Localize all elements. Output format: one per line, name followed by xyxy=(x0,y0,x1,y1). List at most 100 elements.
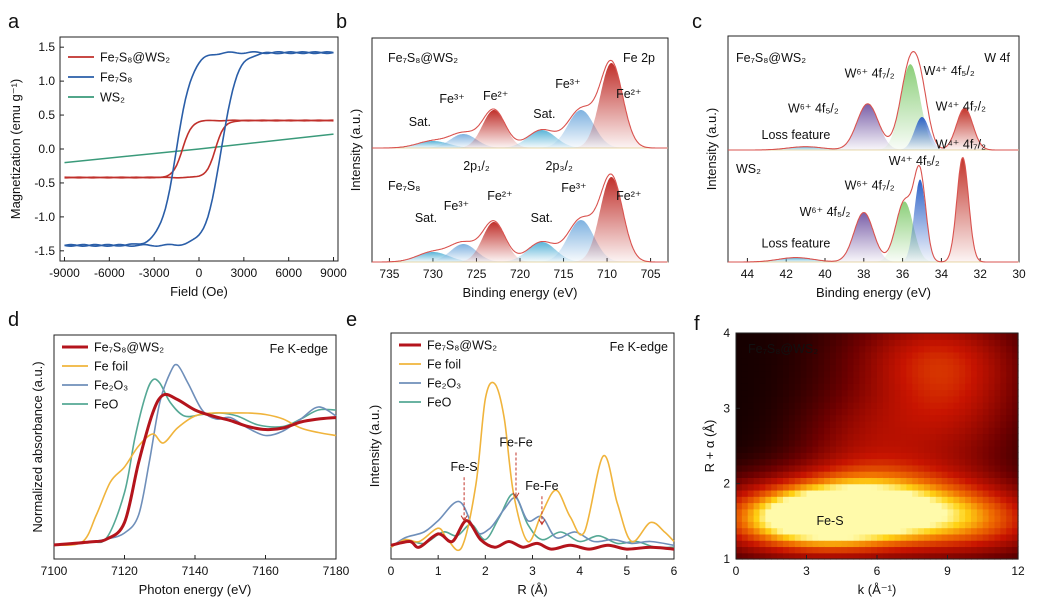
heatmap-cell xyxy=(830,546,837,554)
heatmap-cell xyxy=(818,402,825,409)
heatmap-cell xyxy=(1012,502,1019,510)
heatmap-cell xyxy=(988,477,996,485)
heatmap-cell xyxy=(982,464,990,472)
heatmap-cell xyxy=(1006,358,1013,365)
heatmap-cell xyxy=(753,464,761,472)
heatmap-cell xyxy=(947,339,954,347)
heatmap-cell xyxy=(888,471,896,478)
heatmap-cell xyxy=(871,345,878,353)
heatmap-cell xyxy=(871,546,878,554)
x-tick-label: 5 xyxy=(623,564,630,578)
heatmap-cell xyxy=(912,508,919,516)
heatmap-cell xyxy=(971,502,978,510)
heatmap-cell xyxy=(788,508,796,516)
heatmap-cell xyxy=(965,489,972,497)
heatmap-cell xyxy=(771,496,778,504)
heatmap-cell xyxy=(988,540,996,548)
heatmap-cell xyxy=(1000,427,1007,435)
heatmap-cell xyxy=(736,458,743,466)
heatmap-cell xyxy=(1006,364,1013,372)
heatmap-cell xyxy=(741,483,749,491)
heatmap-cell xyxy=(741,471,749,478)
heatmap-cell xyxy=(835,389,843,397)
peak-fill xyxy=(726,257,865,262)
heatmap-cell xyxy=(935,496,943,504)
heatmap-cell xyxy=(818,351,825,359)
heatmap-cell xyxy=(877,502,884,510)
heatmap-cell xyxy=(965,464,972,472)
heatmap-cell xyxy=(788,496,796,504)
peak-annotation: Fe³⁺ xyxy=(439,92,464,106)
legend-entry: Fe₂O₃ xyxy=(427,377,461,391)
heatmap-cell xyxy=(871,339,878,347)
heatmap-cell xyxy=(753,427,761,435)
heatmap-cell xyxy=(924,546,931,554)
heatmap-cell xyxy=(900,546,907,554)
heatmap-cell xyxy=(783,458,790,466)
heatmap-cell xyxy=(736,439,743,447)
heatmap-cell xyxy=(747,364,755,372)
heatmap-cell xyxy=(806,521,813,529)
x-tick-label: 30 xyxy=(1012,267,1026,281)
heatmap-cell xyxy=(835,496,843,504)
heatmap-cell xyxy=(736,502,743,510)
x-tick-label: 9 xyxy=(944,564,951,578)
heatmap-cell xyxy=(736,496,743,504)
heatmap-cell xyxy=(982,533,990,541)
heatmap-cell xyxy=(753,358,761,365)
heatmap-cell xyxy=(818,376,825,384)
heatmap-cell xyxy=(882,370,890,378)
heatmap-cell xyxy=(830,389,837,397)
x-tick-label: 705 xyxy=(641,267,661,281)
peak-annotation: Fe³⁺ xyxy=(561,181,586,195)
heatmap-cell xyxy=(765,370,772,378)
heatmap-cell xyxy=(753,527,761,535)
heatmap-cell xyxy=(753,420,761,428)
heatmap-cell xyxy=(994,376,1001,384)
heatmap-cell xyxy=(871,414,878,422)
heatmap-cell xyxy=(765,446,772,453)
heatmap-cell xyxy=(888,477,896,485)
heatmap-cell xyxy=(900,471,907,478)
x-tick-label: 725 xyxy=(466,267,486,281)
heatmap-cell xyxy=(918,376,925,384)
heatmap-cell xyxy=(1012,389,1019,397)
heatmap-cell xyxy=(794,333,802,340)
heatmap-cell xyxy=(912,333,919,340)
heatmap-cell xyxy=(736,533,743,541)
heatmap-cell xyxy=(865,552,872,560)
heatmap-cell xyxy=(988,395,996,403)
heatmap-cell xyxy=(853,496,860,504)
heatmap-cell xyxy=(976,358,984,365)
heatmap-cell xyxy=(759,427,766,435)
heatmap-cell xyxy=(982,389,990,397)
heatmap-cell xyxy=(765,458,772,466)
heatmap-cell xyxy=(912,383,919,391)
heatmap-annotation: Fe-S xyxy=(816,514,843,528)
peak-fill xyxy=(871,64,950,150)
heatmap-cell xyxy=(806,464,813,472)
heatmap-cell xyxy=(865,496,872,504)
heatmap-cell xyxy=(988,527,996,535)
heatmap-cell xyxy=(806,376,813,384)
heatmap-cell xyxy=(982,408,990,416)
heatmap-cell xyxy=(765,533,772,541)
heatmap-cell xyxy=(788,420,796,428)
heatmap-cell xyxy=(853,502,860,510)
heatmap-cell xyxy=(741,439,749,447)
heatmap-cell xyxy=(929,370,937,378)
heatmap-cell xyxy=(777,414,784,422)
heatmap-cell xyxy=(994,433,1001,441)
heatmap-cell xyxy=(847,533,855,541)
heatmap-cell xyxy=(982,471,990,478)
heatmap-cell xyxy=(741,433,749,441)
heatmap-cell xyxy=(783,358,790,365)
heatmap-cell xyxy=(982,546,990,554)
heatmap-cell xyxy=(929,427,937,435)
heatmap-cell xyxy=(859,533,866,541)
heatmap-cell xyxy=(1000,508,1007,516)
heatmap-cell xyxy=(924,521,931,529)
heatmap-cell xyxy=(976,389,984,397)
heatmap-cell xyxy=(924,527,931,535)
panel-title: Fe K-edge xyxy=(610,340,668,354)
